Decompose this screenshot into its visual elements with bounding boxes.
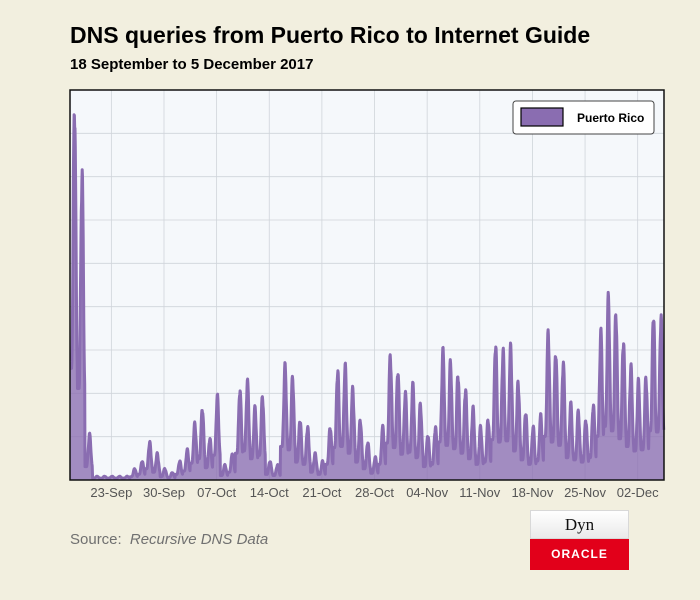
x-tick-label: 04-Nov: [406, 485, 448, 500]
series-line-puerto-rico: [68, 113, 666, 480]
source-value: Recursive DNS Data: [129, 531, 269, 548]
x-tick-label: 30-Sep: [143, 485, 185, 500]
plot-frame: [69, 89, 665, 481]
chart-title: DNS queries from Puerto Rico to Internet…: [70, 22, 591, 48]
dyn-oracle-logo: Dyn ORACLE: [530, 510, 629, 570]
oracle-logo: ORACLE: [530, 539, 629, 570]
x-tick-label: 02-Dec: [617, 485, 659, 500]
x-tick-label: 07-Oct: [197, 485, 236, 500]
dyn-logo: Dyn: [530, 510, 629, 539]
grid-lines: [70, 90, 664, 480]
x-tick-label: 11-Nov: [459, 485, 500, 500]
series-area-puerto-rico: [70, 114, 664, 481]
legend-label: Puerto Rico: [577, 111, 644, 125]
x-tick-label: 18-Nov: [511, 485, 553, 500]
series-layer: [68, 113, 666, 481]
legend: Puerto Rico: [512, 100, 655, 135]
legend-swatch: [520, 107, 564, 127]
source-note: Source: Recursive DNS Data: [70, 531, 268, 548]
plot-background: [70, 90, 664, 480]
x-tick-label: 23-Sep: [90, 485, 132, 500]
x-tick-label: 28-Oct: [355, 485, 394, 500]
x-tick-label: 14-Oct: [250, 485, 289, 500]
x-axis: 23-Sep 30-Sep 07-Oct 14-Oct 21-Oct 28-Oct 04-N…: [90, 485, 659, 500]
x-tick-label: 21-Oct: [302, 485, 341, 500]
chart-subtitle: 18 September to 5 December 2017: [70, 56, 314, 73]
source-label: Source:: [70, 531, 122, 548]
x-tick-label: 25-Nov: [564, 485, 606, 500]
